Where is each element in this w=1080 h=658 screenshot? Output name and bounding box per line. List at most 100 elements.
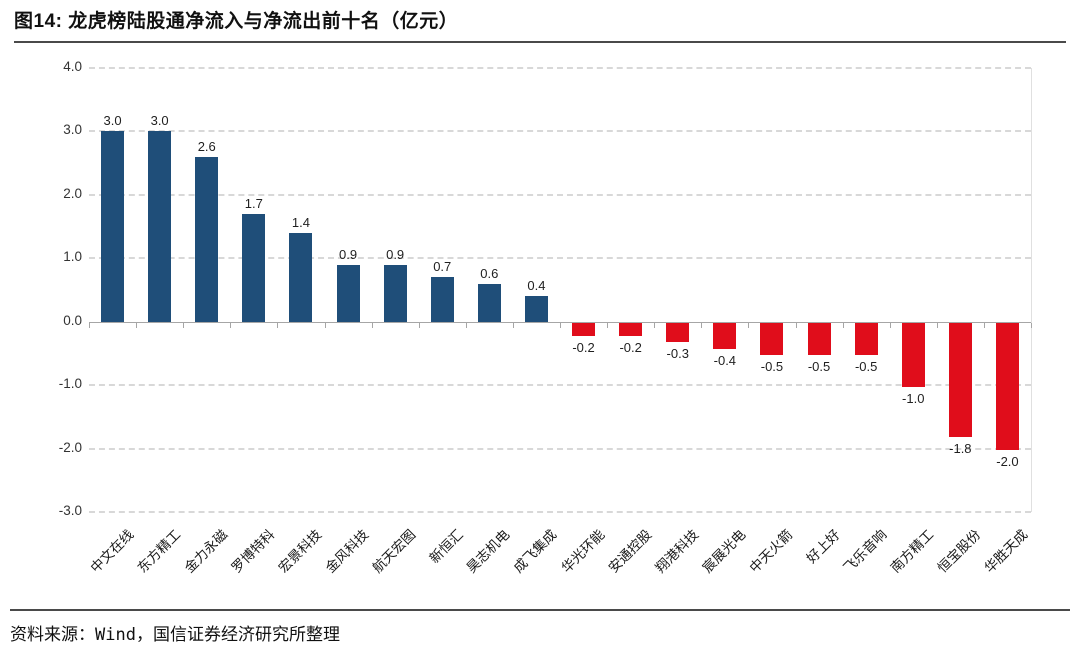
y-axis-tick-label: -1.0 [58, 376, 82, 392]
chart-bar-华光环能 [572, 323, 596, 336]
chart-bar-宏景科技 [289, 232, 313, 322]
x-axis-tick-mark [936, 322, 938, 328]
x-axis-category-label: 中天火箭 [746, 526, 796, 576]
bar-chart-plot-area [89, 68, 1032, 512]
x-axis-tick-mark [465, 322, 467, 328]
x-axis-tick-mark [136, 322, 138, 328]
bar-value-label: -1.0 [902, 390, 925, 406]
chart-bar-航天宏图 [383, 264, 407, 322]
gridline--1.0 [89, 384, 1031, 387]
x-axis-tick-mark [607, 322, 609, 328]
x-axis-category-label: 好上好 [803, 526, 843, 567]
y-axis-tick-label: 1.0 [63, 249, 82, 265]
bar-value-label: -0.5 [807, 358, 831, 374]
figure-title: 图14: 龙虎榜陆股通净流入与净流出前十名（亿元） [14, 11, 459, 32]
x-axis-category-label: 翔港科技 [652, 526, 702, 576]
bar-value-label: 1.7 [244, 195, 263, 211]
x-axis-category-label: 昊志机电 [464, 526, 513, 576]
x-axis-category-label: 航天宏图 [369, 526, 419, 576]
x-axis-category-label: 中文在线 [87, 526, 136, 576]
x-axis-tick-mark [795, 322, 797, 328]
bar-value-label: -0.4 [713, 352, 737, 368]
bar-value-label: 3.0 [103, 113, 122, 129]
gridline-1.0 [89, 257, 1031, 260]
x-axis-tick-mark [1031, 322, 1032, 328]
y-axis-tick-label: 3.0 [63, 122, 82, 138]
chart-bar-昊志机电 [477, 283, 501, 322]
x-axis-tick-mark [371, 322, 373, 328]
chart-bar-中文在线 [101, 131, 125, 322]
x-axis-tick-mark [983, 322, 985, 328]
x-axis-category-label: 宸展光电 [699, 526, 749, 576]
x-axis-category-label: 安通控股 [605, 526, 655, 576]
x-axis-tick-mark [418, 322, 420, 328]
x-axis-tick-mark [560, 322, 561, 328]
bar-value-label: 0.9 [386, 246, 405, 262]
x-axis-category-label: 金力永磁 [181, 526, 231, 576]
y-axis-tick-label: -3.0 [58, 503, 82, 518]
y-axis-tick-label: -2.0 [58, 439, 82, 455]
y-axis-tick-label: 2.0 [63, 185, 82, 201]
x-axis-tick-mark [324, 322, 326, 328]
bar-value-label: -0.2 [572, 339, 595, 355]
x-axis-category-label: 罗博特科 [228, 526, 278, 576]
gridline--2.0 [89, 447, 1031, 450]
x-axis-tick-mark [89, 322, 90, 328]
chart-bar-南方精工 [901, 323, 925, 387]
chart-bar-翔港科技 [666, 323, 690, 343]
bar-value-label: -0.5 [854, 358, 878, 374]
chart-bar-金风科技 [336, 264, 360, 322]
x-axis-category-label: 宏景科技 [275, 526, 325, 576]
title-divider-line [14, 41, 1066, 43]
x-axis-tick-mark [748, 322, 750, 328]
footer-divider-line [10, 609, 1070, 611]
bar-value-label: -0.5 [760, 358, 784, 374]
x-axis-tick-mark [183, 322, 185, 328]
x-axis-tick-mark [230, 322, 232, 328]
x-axis-tick-mark [512, 322, 514, 328]
gridline-3.0 [89, 130, 1031, 133]
bar-value-label: 0.4 [527, 278, 546, 294]
chart-bar-金力永磁 [195, 156, 219, 322]
bar-value-label: -0.3 [666, 346, 689, 362]
bar-value-label: -1.8 [949, 441, 972, 457]
bar-value-label: 3.0 [150, 113, 169, 129]
x-axis-tick-mark [701, 322, 703, 328]
bar-value-label: 0.6 [480, 265, 499, 281]
chart-bar-好上好 [807, 323, 831, 355]
x-axis-category-label: 飞乐音响 [840, 526, 890, 576]
y-axis-tick-label: 4.0 [63, 59, 82, 74]
x-axis-line [89, 321, 1031, 324]
bar-value-label: -2.0 [996, 454, 1019, 470]
chart-bar-成飞集成 [524, 296, 548, 322]
chart-bar-东方精工 [148, 131, 172, 322]
gridline-4.0 [89, 67, 1031, 69]
x-axis-category-label: 金风科技 [322, 526, 372, 576]
x-axis-category-label: 恒宝股份 [935, 526, 984, 576]
data-source-note: 资料来源：Wind，国信证券经济研究所整理 [10, 625, 340, 645]
x-axis-category-label: 南方精工 [887, 526, 937, 576]
bar-value-label: 0.9 [339, 246, 358, 262]
chart-bar-安通控股 [619, 323, 643, 336]
chart-bar-中天火箭 [760, 323, 784, 355]
chart-bar-飞乐音响 [854, 323, 878, 355]
chart-bar-新恒汇 [430, 277, 454, 322]
x-axis-tick-mark [654, 322, 656, 328]
chart-bar-恒宝股份 [948, 323, 972, 438]
x-axis-category-label: 华光环能 [558, 526, 607, 576]
bar-value-label: 2.6 [197, 138, 216, 154]
x-axis-category-label: 成飞集成 [511, 526, 560, 576]
y-axis-tick-label: 0.0 [63, 312, 82, 328]
x-axis-tick-mark [277, 322, 279, 328]
x-axis-tick-mark [889, 322, 891, 328]
chart-bar-华胜天成 [995, 323, 1019, 451]
x-axis-category-label: 东方精工 [134, 526, 184, 576]
chart-bar-宸展光电 [713, 323, 737, 349]
x-axis-category-label: 华胜天成 [982, 526, 1031, 576]
bar-value-label: 0.7 [433, 259, 452, 275]
gridline--3.0 [89, 511, 1031, 513]
x-axis-category-label: 新恒汇 [426, 526, 466, 567]
chart-bar-罗博特科 [242, 213, 266, 322]
bar-value-label: 1.4 [291, 214, 310, 230]
